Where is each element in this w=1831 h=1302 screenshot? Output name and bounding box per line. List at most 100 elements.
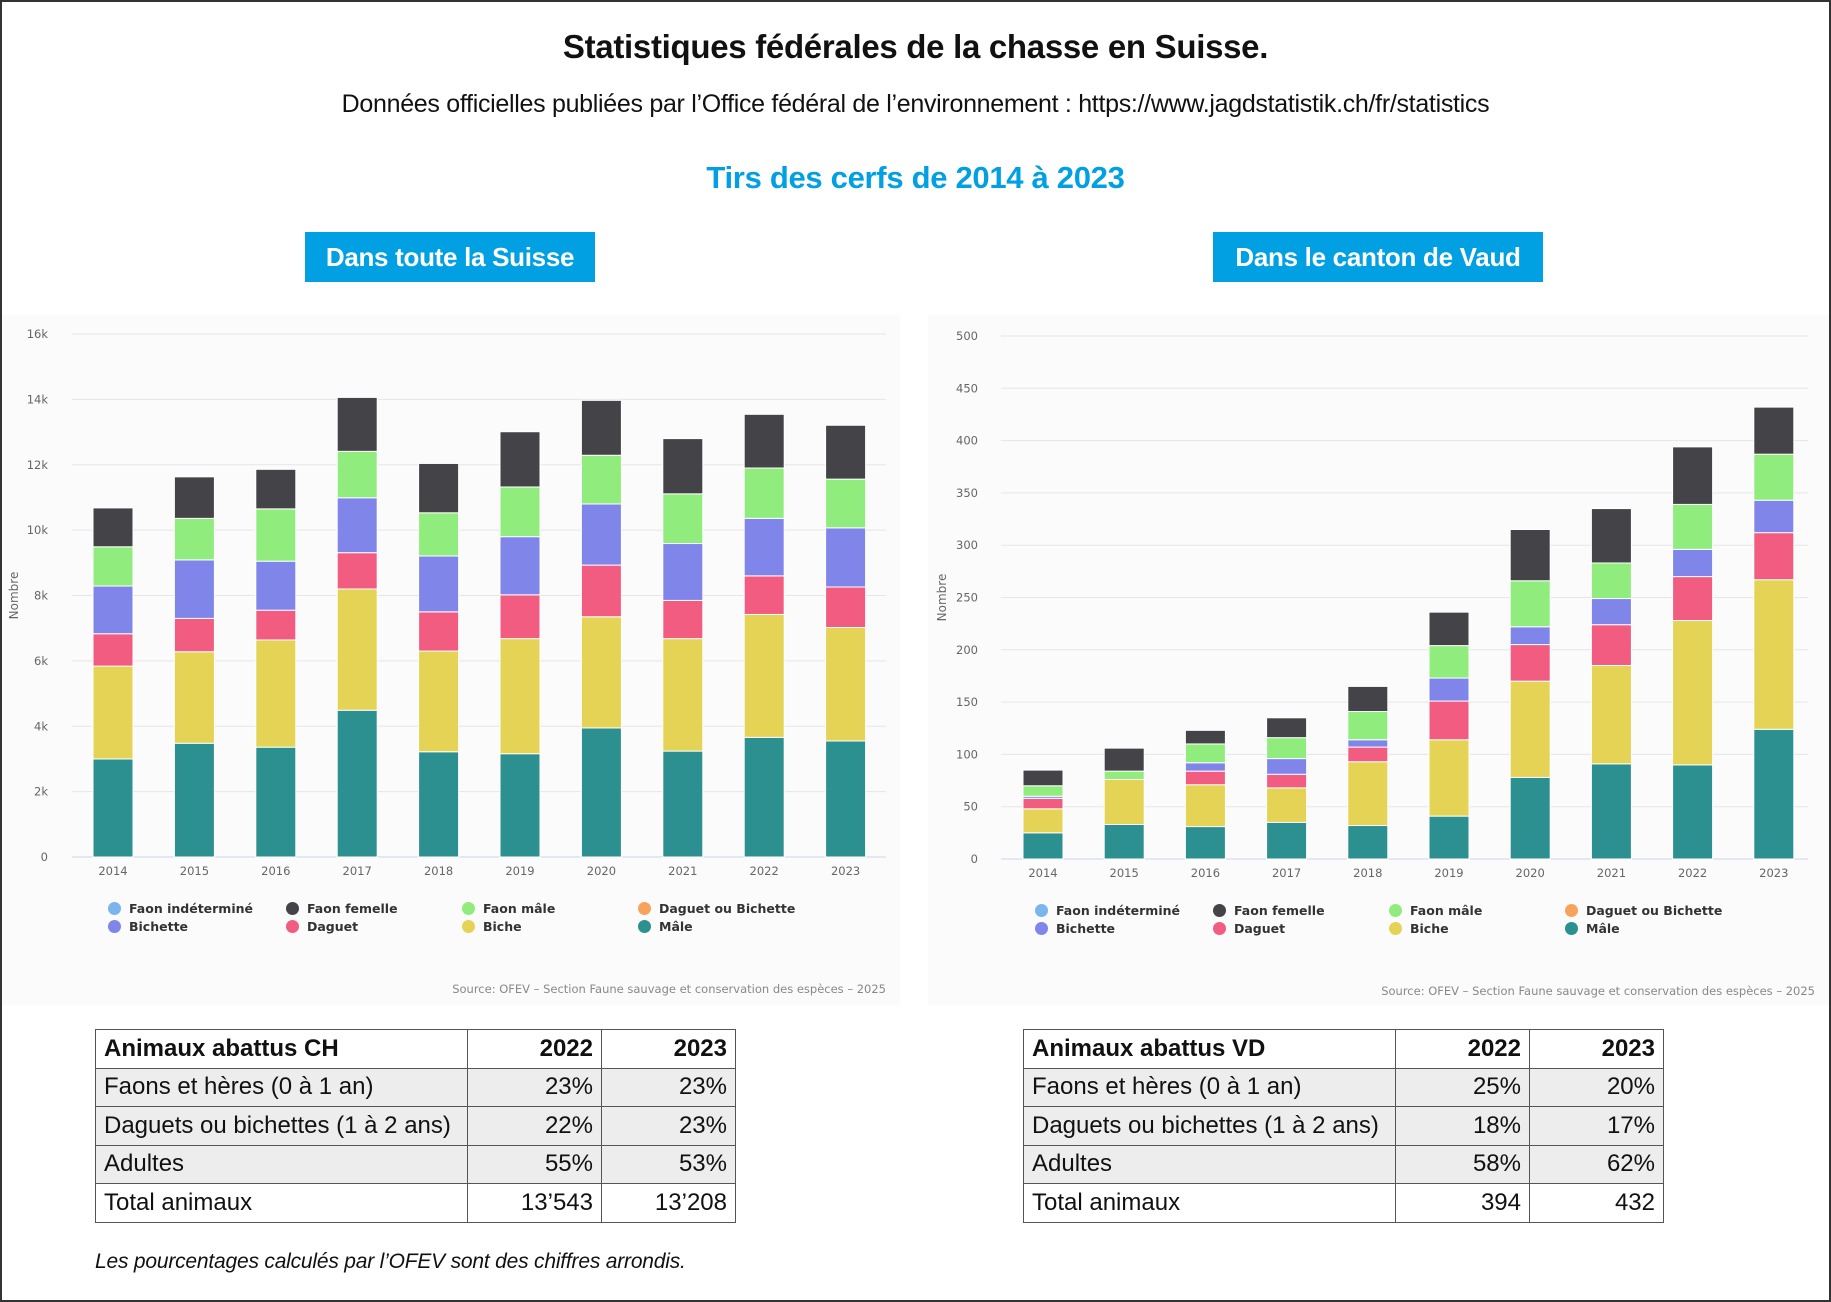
legend-label: Faon femelle: [1234, 902, 1325, 918]
legend-label: Bichette: [1056, 920, 1116, 936]
bar-segment-faon-m-le: [1184, 743, 1226, 764]
bar-segment-faon-femelle: [825, 424, 867, 480]
legend-item[interactable]: Biche: [1389, 920, 1565, 936]
bar-segment-faon-m-le: [173, 517, 215, 561]
legend-item[interactable]: Faon femelle: [1213, 902, 1389, 918]
legend-item[interactable]: Daguet: [1213, 920, 1389, 936]
bar-segment-biche: [1509, 680, 1551, 778]
table-cell-label: Faons et hères (0 à 1 an): [95, 1067, 468, 1107]
legend-label: Faon indéterminé: [129, 900, 253, 916]
legend-dot-icon: [1213, 921, 1226, 935]
y-tick-label: 400: [956, 434, 978, 448]
table-header-2022: 2022: [1395, 1029, 1530, 1069]
x-tick-label: 2014: [1028, 866, 1057, 880]
table-cell-2023: 20%: [1529, 1067, 1664, 1107]
legend-item[interactable]: Faon femelle: [286, 900, 462, 916]
table-cell-2023: 62%: [1529, 1144, 1664, 1184]
legend-item[interactable]: Daguet ou Bichette: [1565, 902, 1785, 918]
y-tick-label: 0: [41, 850, 48, 864]
legend-item[interactable]: Mâle: [1565, 920, 1785, 936]
legend-label: Faon indéterminé: [1056, 902, 1180, 918]
legend-item[interactable]: Daguet: [286, 918, 462, 934]
bar-segment-daguet: [1184, 770, 1226, 786]
table-row: Faons et hères (0 à 1 an) 23% 23%: [95, 1067, 736, 1107]
legend-item[interactable]: Mâle: [638, 918, 858, 934]
bar-segment-m-le: [255, 746, 297, 858]
bar-segment-biche: [1022, 808, 1064, 834]
table-cell-2023: 53%: [601, 1144, 736, 1184]
bar-segment-biche: [743, 613, 785, 738]
table-cell-2023: 432: [1529, 1183, 1664, 1223]
legend-dot-icon: [1035, 903, 1048, 917]
y-tick-label: 2k: [34, 785, 48, 799]
bar-segment-faon-m-le: [1672, 503, 1714, 550]
legend-label: Daguet ou Bichette: [1586, 902, 1723, 918]
legend-dot-icon: [286, 919, 299, 933]
legend-label: Daguet ou Bichette: [659, 900, 796, 916]
bar-segment-m-le: [1590, 763, 1632, 860]
y-tick-label: 150: [956, 695, 978, 709]
table-header-2023: 2023: [601, 1029, 736, 1069]
bar-segment-daguet: [1266, 773, 1308, 789]
table-header-2023: 2023: [1529, 1029, 1664, 1069]
legend-item[interactable]: Faon mâle: [1389, 902, 1565, 918]
table-header-2022: 2022: [467, 1029, 602, 1069]
footnote: Les pourcentages calculés par l’OFEV son…: [95, 1250, 686, 1273]
x-tick-label: 2014: [98, 864, 127, 878]
bar-segment-daguet: [1590, 624, 1632, 666]
bar-segment-biche: [336, 588, 378, 711]
bar-segment-daguet: [499, 594, 541, 640]
bar-segment-m-le: [1509, 776, 1551, 860]
legend-item[interactable]: Faon mâle: [462, 900, 638, 916]
x-tick-label: 2016: [1191, 866, 1220, 880]
table-row-total: Total animaux 13’543 13’208: [95, 1183, 736, 1223]
bar-segment-faon-m-le: [1022, 785, 1064, 797]
bar-segment-faon-femelle: [1509, 529, 1551, 582]
bar-segment-bichette: [1347, 739, 1389, 748]
bar-segment-daguet: [1022, 797, 1064, 810]
table-cell-2022: 58%: [1395, 1144, 1530, 1184]
table-cell-2022: 394: [1395, 1183, 1530, 1223]
bar-segment-biche: [92, 665, 134, 760]
legend-dot-icon: [108, 901, 121, 915]
legend-dot-icon: [1389, 903, 1402, 917]
bar-segment-faon-femelle: [92, 507, 134, 548]
x-tick-label: 2019: [1434, 866, 1463, 880]
x-tick-label: 2018: [1353, 866, 1382, 880]
table-row: Adultes 55% 53%: [95, 1144, 736, 1184]
legend-dot-icon: [1565, 921, 1578, 935]
bar-segment-m-le: [173, 742, 215, 858]
legend-dot-icon: [462, 919, 475, 933]
bar-segment-biche: [173, 651, 215, 744]
bar-segment-m-le: [662, 750, 704, 858]
bar-segment-faon-femelle: [1266, 717, 1308, 739]
bar-segment-m-le: [825, 740, 867, 858]
legend-item[interactable]: Bichette: [1035, 920, 1213, 936]
bar-segment-bichette: [580, 503, 622, 566]
table-cell-label: Daguets ou bichettes (1 à 2 ans): [95, 1106, 468, 1146]
bar-segment-biche: [499, 638, 541, 755]
bar-segment-biche: [1347, 761, 1389, 827]
table-switzerland: Animaux abattus CH 2022 2023 Faons et hè…: [95, 1029, 736, 1223]
bar-segment-daguet: [92, 633, 134, 667]
bar-segment-faon-m-le: [1590, 562, 1632, 600]
bar-segment-daguet: [662, 599, 704, 640]
x-tick-label: 2020: [587, 864, 616, 878]
bar-segment-m-le: [1428, 815, 1470, 860]
legend-dot-icon: [286, 901, 299, 915]
bar-segment-faon-m-le: [1103, 770, 1145, 781]
bar-segment-m-le: [336, 709, 378, 858]
bar-segment-m-le: [1184, 826, 1226, 860]
bar-segment-m-le: [92, 758, 134, 858]
bar-segment-daguet: [173, 617, 215, 653]
legend-item[interactable]: Faon indéterminé: [1035, 902, 1213, 918]
legend-item[interactable]: Bichette: [108, 918, 286, 934]
legend-item[interactable]: Faon indéterminé: [108, 900, 286, 916]
bar-segment-bichette: [1590, 598, 1632, 626]
bar-segment-biche: [662, 638, 704, 752]
legend-item[interactable]: Biche: [462, 918, 638, 934]
table-row: Adultes 58% 62%: [1023, 1144, 1664, 1184]
bar-segment-faon-femelle: [1753, 406, 1795, 455]
bar-segment-m-le: [499, 753, 541, 858]
legend-item[interactable]: Daguet ou Bichette: [638, 900, 858, 916]
